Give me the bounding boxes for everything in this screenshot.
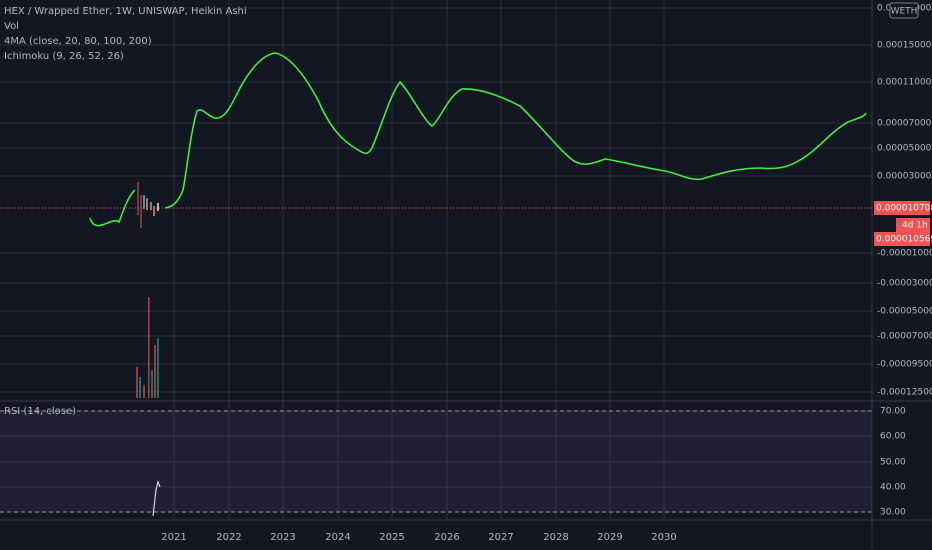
time-label: 2030 xyxy=(651,532,676,543)
last-price: 0.0000107089 xyxy=(876,204,932,214)
price-label: 0.0001100000 xyxy=(877,78,932,88)
time-label: 2029 xyxy=(597,532,622,543)
rsi-label: 60.00 xyxy=(880,432,906,442)
time-label: 2027 xyxy=(488,532,513,543)
time-label: 2022 xyxy=(216,532,241,543)
grid xyxy=(0,0,872,520)
currency-label: WETH xyxy=(891,7,918,17)
price-label: 0.0000300000 xyxy=(877,172,932,182)
rsi-label: 50.00 xyxy=(880,458,906,468)
rsi-line xyxy=(152,480,161,517)
indicator-label: Vol xyxy=(4,21,19,32)
rsi-label: 30.00 xyxy=(880,508,906,518)
countdown: 4d 1h xyxy=(902,221,928,231)
time-label: 2024 xyxy=(325,532,350,543)
rsi-label: 70.00 xyxy=(880,407,906,417)
prev-price: 0.0000105699 xyxy=(876,235,932,245)
price-label: 0.0000700000 xyxy=(877,119,932,129)
price-label: -0.0000950000 xyxy=(877,360,932,370)
price-label: -0.0000500000 xyxy=(877,307,932,317)
price-label: -0.0001250000 xyxy=(877,388,932,398)
time-label: 2028 xyxy=(543,532,568,543)
ichimoku-line xyxy=(89,52,867,227)
price-axis: 0.00000000000.00015000000.00011000000.00… xyxy=(161,4,932,544)
prev-price-box xyxy=(874,232,930,246)
rsi-label: 40.00 xyxy=(880,483,906,493)
symbol-title: HEX / Wrapped Ether, 1W, UNISWAP, Heikin… xyxy=(4,6,247,17)
time-label: 2025 xyxy=(379,532,404,543)
rsi-band xyxy=(0,411,872,512)
time-label: 2026 xyxy=(434,532,459,543)
currency-badge[interactable] xyxy=(889,2,919,19)
price-label: -0.0000300000 xyxy=(877,279,932,289)
indicator-label: Ichimoku (9, 26, 52, 26) xyxy=(4,51,124,62)
price-label: 0.0000500000 xyxy=(877,144,932,154)
price-label: -0.0000700000 xyxy=(877,332,932,342)
rsi-title: RSI (14, close) xyxy=(4,406,76,417)
candles xyxy=(137,182,159,228)
last-price-box xyxy=(874,201,930,215)
price-label: -0.0000100000 xyxy=(877,249,932,259)
volume xyxy=(136,297,159,398)
countdown-box xyxy=(896,218,930,232)
time-label: 2023 xyxy=(270,532,295,543)
price-label: 0.0001500000 xyxy=(877,41,932,51)
time-label: 2021 xyxy=(161,532,186,543)
indicator-label: 4MA (close, 20, 80, 100, 200) xyxy=(4,36,152,47)
